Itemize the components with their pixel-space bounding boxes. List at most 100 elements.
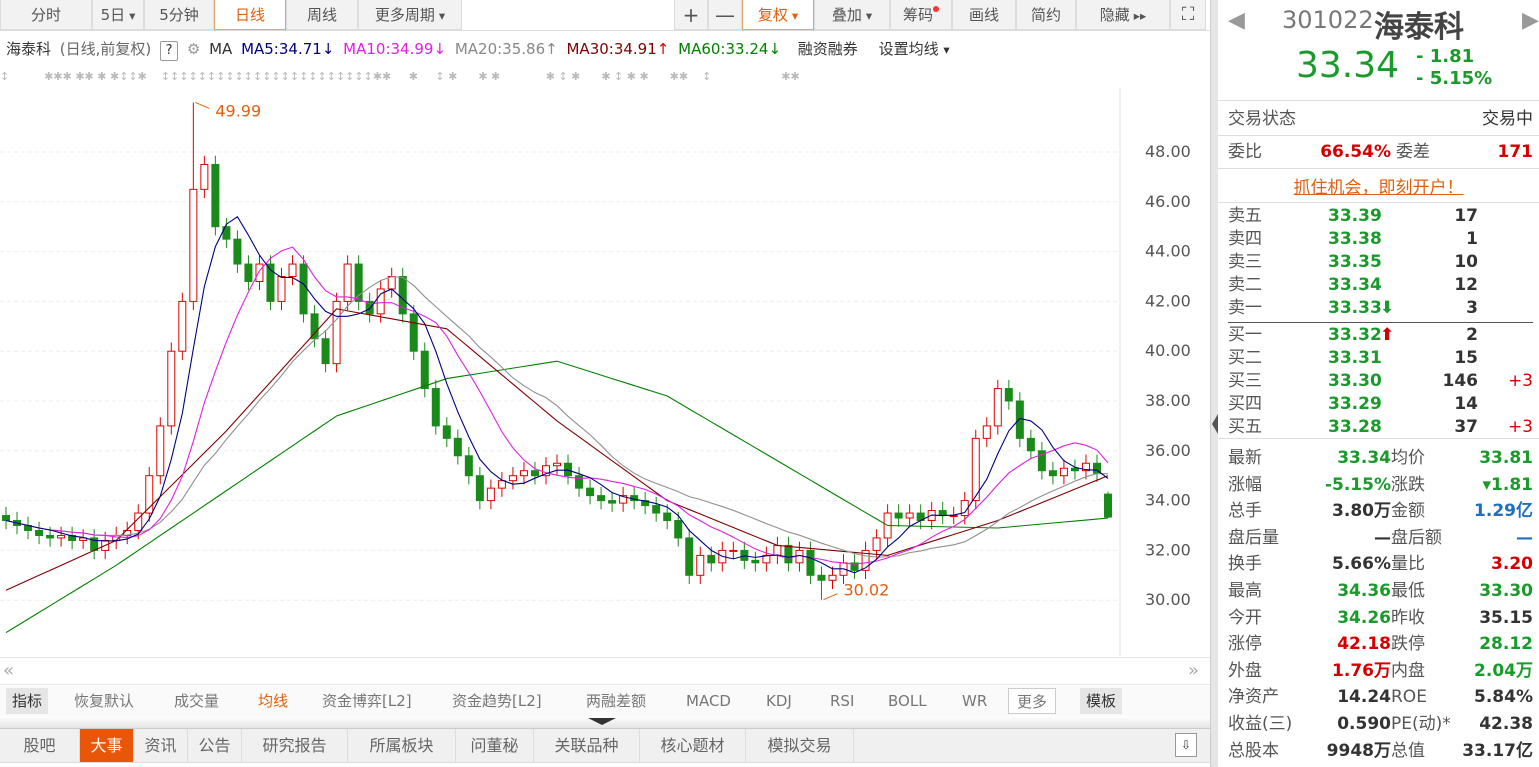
chevron-down-icon: ▾ (861, 8, 873, 23)
wb-label: 委比 (1228, 142, 1262, 162)
candle-body (46, 534, 55, 539)
collapse-icon[interactable] (588, 718, 616, 725)
ma5-value: MA5:34.71↓ (241, 40, 335, 58)
candlestick-chart[interactable]: 48.00 46.00 44.00 42.00 40.00 38.00 36.00 34.00… (0, 88, 1210, 656)
price-change-pct: - 5.15% (1416, 68, 1493, 89)
open-account-link[interactable]: 抓住机会，即刻开户！ (1293, 178, 1464, 198)
margin-trading-link[interactable]: 融资融券 (797, 40, 858, 58)
bottom-tab[interactable]: 关联品种 (534, 729, 640, 762)
indicator-tab[interactable]: 资金博弈[L2] (322, 692, 412, 710)
stat-value: 5.84% (1474, 687, 1533, 708)
indicator-tab[interactable]: 资金趋势[L2] (452, 692, 542, 710)
event-marker-icon[interactable]: ↕ ✱✱✱ ✱✱ ✱ ✱↕↕✱ ↕↕↕↕↕↕↕↕↕↕↕↕↕↕↕↕↕↕↕↕↕↕↕✱… (0, 70, 800, 83)
period-tab-label: 5分钟 (159, 6, 199, 24)
scroll-right-icon[interactable]: » (1188, 660, 1200, 681)
bottom-tab[interactable]: 大事 (80, 729, 134, 762)
stat-label: 今开 (1228, 607, 1262, 628)
candle-body (861, 549, 870, 571)
bottom-tab[interactable]: 模拟交易 (746, 729, 854, 762)
template-button[interactable]: 模板 (1080, 688, 1123, 714)
level-label: 买一 (1228, 325, 1262, 345)
indicator-tab[interactable]: 恢复默认 (74, 692, 135, 710)
candle-body (178, 300, 187, 352)
bottom-tab[interactable]: 研究报告 (242, 729, 348, 762)
prev-stock-icon[interactable]: ◀ (1228, 8, 1245, 33)
toolbar-button[interactable]: 隐藏 ▸▸ (1076, 0, 1170, 30)
candle-body (255, 263, 264, 282)
chart-panel: 分时 5日 ▾ 5分钟 日线 周线 更多周期 ▾ + — 复权 ▾ 叠加 ▾ 筹码 画线 简约 隐藏 ▸▸… (0, 0, 1210, 763)
level-label: 卖二 (1228, 275, 1262, 295)
candle-body (608, 500, 617, 504)
period-tab[interactable]: 更多周期 ▾ (358, 0, 462, 30)
stat-value: 9948万 (1326, 740, 1391, 761)
bottom-tab[interactable]: 资讯 (134, 729, 188, 762)
candle-body (222, 226, 231, 240)
bottom-tab[interactable]: 问董秘 (456, 729, 534, 762)
ma60-value: MA60:33.24↓ (678, 40, 782, 58)
stat-label: 量比 (1391, 554, 1425, 575)
indicator-tab[interactable]: 成交量 (174, 692, 220, 710)
indicator-tab[interactable]: MACD (686, 692, 731, 710)
stat-label: 涨跌 (1391, 474, 1425, 495)
panel-splitter[interactable] (0, 716, 1210, 729)
y-tick-label: 44.00 (1145, 242, 1191, 261)
next-stock-icon[interactable]: ▶ (1522, 8, 1539, 33)
toolbar-button[interactable]: + (674, 0, 708, 30)
candle-body (541, 465, 550, 477)
candle-body (497, 480, 506, 489)
stat-value: — (1374, 527, 1391, 548)
toolbar-button[interactable]: 复权 ▾ (742, 0, 814, 30)
toolbar-button-label: 画线 (968, 6, 999, 24)
notification-dot (933, 6, 939, 12)
toolbar-button[interactable]: 筹码 (890, 0, 952, 30)
level-price: 33.32 (1328, 325, 1382, 345)
candle-body (530, 470, 539, 477)
collapse-right-icon[interactable] (1212, 414, 1218, 434)
period-tab[interactable]: 周线 (286, 0, 358, 30)
level-label: 卖三 (1228, 252, 1262, 272)
candle-body (586, 487, 595, 497)
period-tab[interactable]: 5日 ▾ (92, 0, 144, 30)
period-tab[interactable]: 分时 (0, 0, 92, 30)
period-toolbar: 分时 5日 ▾ 5分钟 日线 周线 更多周期 ▾ + — 复权 ▾ 叠加 ▾ 筹码 画线 简约 隐藏 ▸▸… (0, 0, 1210, 31)
annotation-arrow (823, 593, 838, 601)
toolbar-button[interactable]: 画线 (952, 0, 1016, 30)
candle-body (971, 437, 980, 502)
more-indicators-button[interactable]: 更多 (1008, 688, 1057, 714)
period-tab[interactable]: 日线 (214, 0, 286, 30)
set-ma-dropdown[interactable]: 设置均线 ▾ (878, 40, 950, 58)
indicator-tab[interactable]: WR (962, 692, 988, 710)
vertical-splitter[interactable] (1210, 0, 1218, 767)
scroll-left-icon[interactable]: « (3, 660, 15, 681)
gear-icon[interactable]: ⚙ (186, 40, 201, 58)
chevron-down-icon: ▾ (434, 8, 446, 23)
bottom-tab[interactable]: 核心题材 (640, 729, 746, 762)
help-button[interactable]: ? (160, 41, 179, 61)
period-tab[interactable]: 5分钟 (144, 0, 214, 30)
toolbar-button[interactable]: 简约 (1016, 0, 1076, 30)
candle-body (982, 425, 991, 439)
stat-label: 盘后量 (1228, 527, 1279, 548)
stat-label: 总股本 (1228, 740, 1279, 761)
stat-row: 涨幅 -5.15% 涨跌 ▾1.81 (1228, 474, 1533, 497)
order-book-row: 卖一 33.33 ⬇ 3 (1228, 297, 1533, 320)
indicator-tab[interactable]: KDJ (766, 692, 792, 710)
indicator-tab[interactable]: 两融差额 (586, 692, 647, 710)
indicator-tab[interactable]: RSI (830, 692, 855, 710)
stat-row: 最新 33.34 均价 33.81 (1228, 447, 1533, 470)
bottom-tab[interactable]: 公告 (188, 729, 242, 762)
stat-value: 5.66% (1332, 554, 1391, 575)
stat-value: 34.36 (1337, 581, 1391, 601)
toolbar-button[interactable]: — (708, 0, 742, 30)
bottom-tab[interactable]: 所属板块 (348, 729, 456, 762)
download-icon[interactable]: ⇩ (1175, 733, 1197, 757)
bottom-tab[interactable]: 股吧 (0, 729, 80, 762)
candle-body (464, 455, 473, 477)
candle-body (1081, 462, 1090, 472)
toolbar-button[interactable]: 叠加 ▾ (814, 0, 890, 30)
candle-body (508, 475, 517, 482)
indicator-tab[interactable]: 均线 (258, 692, 289, 710)
indicator-tab[interactable]: BOLL (888, 692, 927, 710)
last-price: 33.34 (1296, 45, 1400, 86)
expand-icon[interactable]: ⛶ (1170, 0, 1206, 30)
